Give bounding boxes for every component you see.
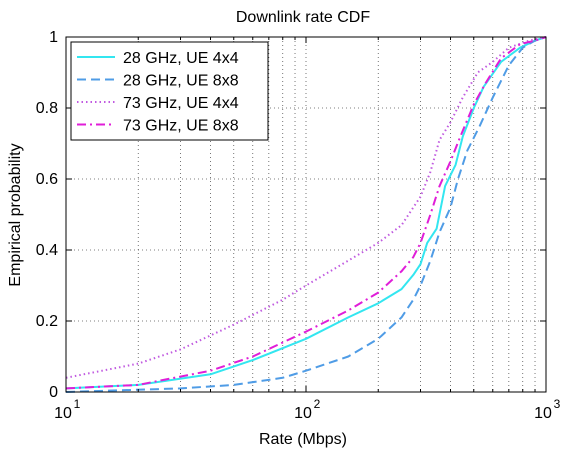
y-tick-label-4: 0.6: [36, 171, 58, 188]
y-axis-label: Empirical probability: [7, 143, 24, 286]
legend-label-2: 28 GHz, UE 8x8: [123, 73, 239, 90]
series-line-3: [65, 36, 547, 379]
legend-label-3: 73 GHz, UE 4x4: [123, 95, 239, 112]
x-tick-label-exponent: 2: [314, 397, 321, 411]
legend: 28 GHz, UE 4x4 28 GHz, UE 8x8 73 GHz, UE 4…: [70, 41, 269, 141]
x-tick-label-base: 10: [534, 405, 552, 422]
x-tick-label-1: 101: [54, 397, 81, 422]
x-tick-label-base: 10: [294, 405, 312, 422]
series-line-4: [65, 36, 547, 390]
y-tick-label-3: 0.4: [36, 242, 58, 259]
y-tick-label-1: 0: [49, 384, 58, 401]
legend-label-4: 73 GHz, UE 8x8: [123, 118, 239, 135]
series-line-2: [65, 36, 547, 393]
x-tick-label-2: 102: [294, 397, 321, 422]
x-tick-label-exponent: 1: [74, 397, 81, 411]
series-line-1: [65, 36, 547, 390]
x-tick-label-base: 10: [54, 405, 72, 422]
legend-label-1: 28 GHz, UE 4x4: [123, 50, 239, 67]
x-tick-label-exponent: 3: [554, 397, 561, 411]
y-tick-label-2: 0.2: [36, 313, 58, 330]
y-tick-label-6: 1: [49, 29, 58, 46]
x-tick-label-3: 103: [534, 397, 561, 422]
chart-title: Downlink rate CDF: [236, 9, 370, 26]
x-axis-label: Rate (Mbps): [259, 431, 347, 448]
y-tick-label-5: 0.8: [36, 100, 58, 117]
